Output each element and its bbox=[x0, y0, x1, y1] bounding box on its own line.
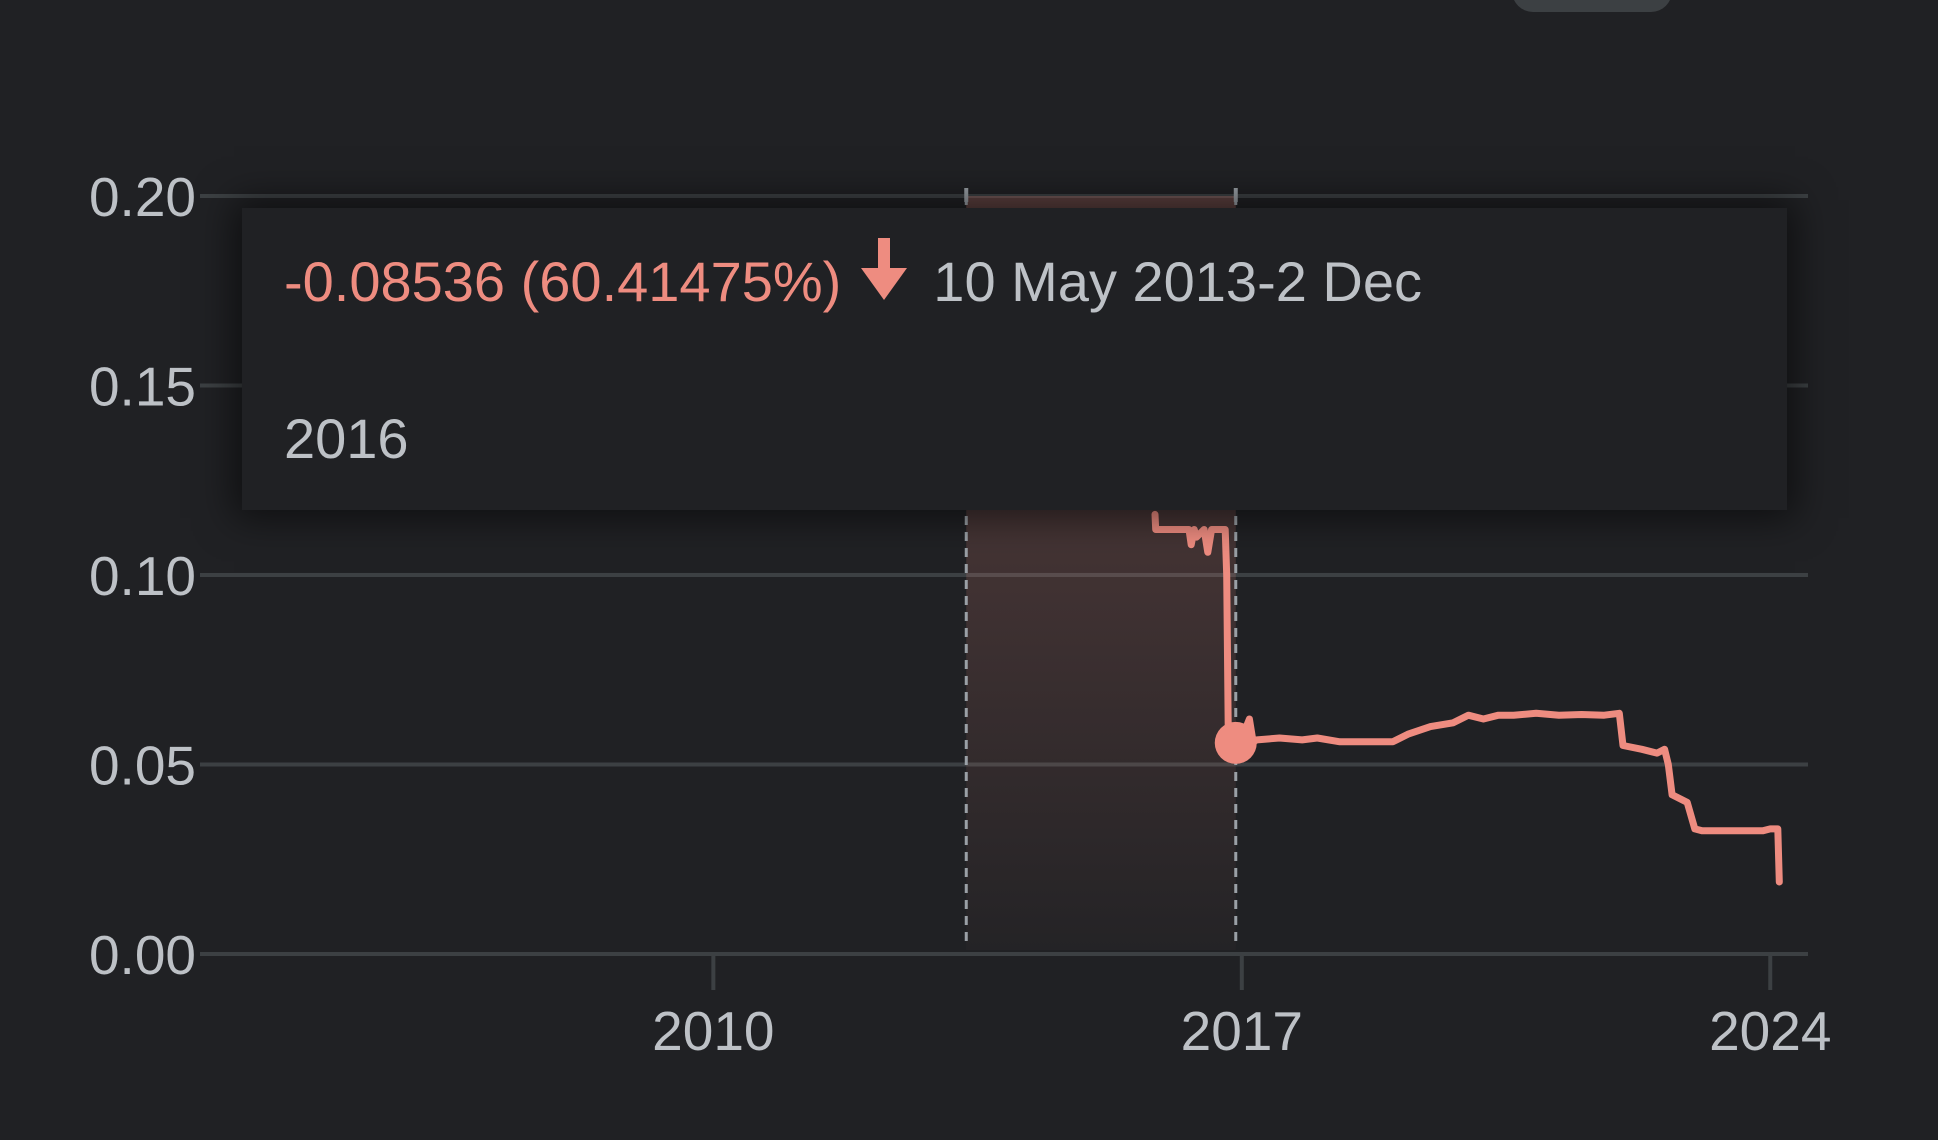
date-range-line2: 2016 bbox=[284, 406, 409, 470]
y-tick-label: 0.05 bbox=[89, 735, 196, 797]
change-value: -0.08536 (60.41475%) bbox=[284, 250, 842, 313]
selected-point-marker[interactable] bbox=[1214, 721, 1257, 764]
top-pill-control[interactable] bbox=[1512, 0, 1672, 12]
y-tick-label: 0.15 bbox=[89, 356, 196, 418]
x-tick-label: 2010 bbox=[652, 1000, 774, 1062]
range-tooltip: -0.08536 (60.41475%) 10 May 2013-2 Dec 20… bbox=[242, 208, 1787, 510]
x-tick-label: 2024 bbox=[1709, 1000, 1831, 1062]
arrow-down-icon bbox=[861, 237, 908, 323]
y-tick-label: 0.00 bbox=[89, 924, 196, 986]
date-range-line1: 10 May 2013-2 Dec bbox=[933, 250, 1423, 313]
series-line bbox=[1151, 510, 1783, 886]
y-tick-label: 0.20 bbox=[89, 166, 196, 228]
x-tick-label: 2017 bbox=[1181, 1000, 1303, 1062]
y-tick-label: 0.10 bbox=[89, 545, 196, 607]
